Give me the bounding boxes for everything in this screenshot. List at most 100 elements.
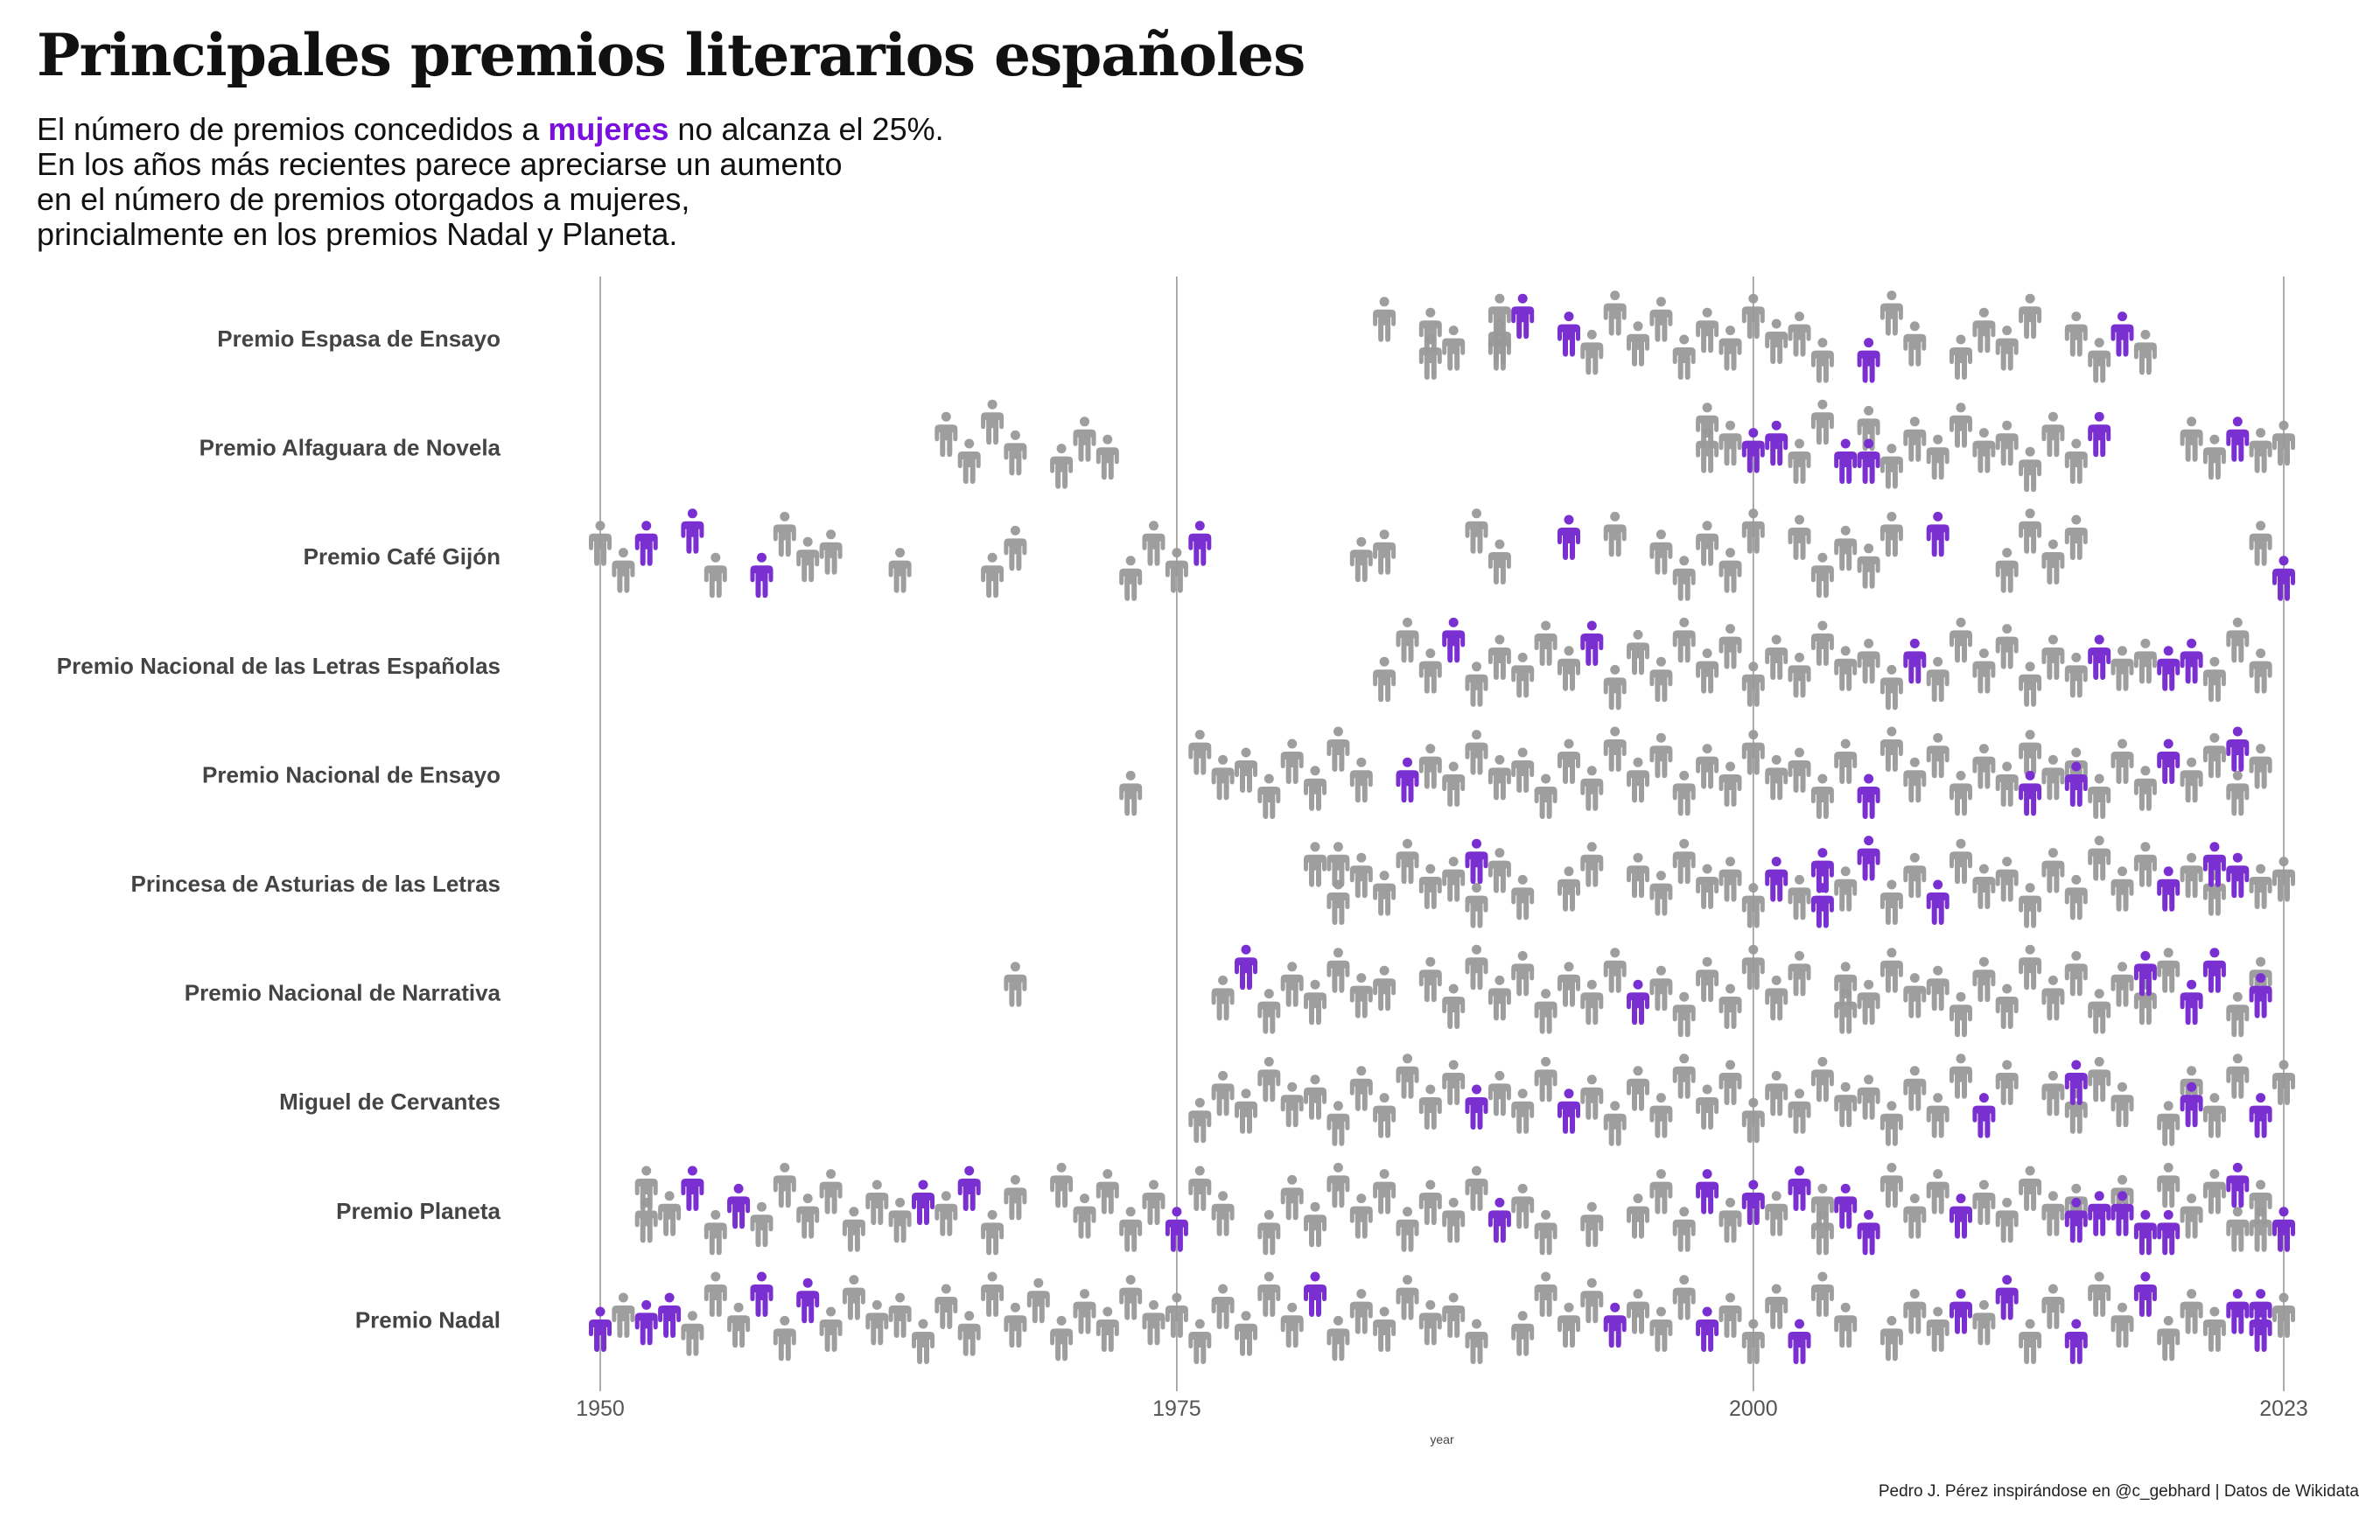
winner-male-icon	[1465, 730, 1488, 775]
winner-female-icon	[1857, 774, 1880, 819]
winner-male-icon	[2019, 293, 2042, 340]
winner-male-icon	[1142, 521, 1166, 566]
winner-male-icon	[1442, 984, 1466, 1029]
winner-male-icon	[1810, 774, 1834, 819]
winner-male-icon	[1672, 556, 1696, 601]
winner-male-icon	[1810, 1209, 1834, 1256]
winner-male-icon	[1004, 1174, 1027, 1221]
winner-male-icon	[1810, 1183, 1834, 1229]
winner-male-icon	[1004, 1302, 1027, 1348]
winner-male-icon	[1880, 1315, 1903, 1362]
winner-male-icon	[1603, 511, 1627, 557]
winner-male-icon	[1810, 399, 1834, 445]
winner-male-icon	[1326, 1315, 1350, 1362]
winner-male-icon	[1211, 975, 1235, 1021]
winner-male-icon	[1765, 754, 1788, 801]
winner-female-icon	[1558, 312, 1580, 357]
winner-male-icon	[796, 536, 820, 583]
winner-male-icon	[2041, 411, 2065, 458]
winner-male-icon	[1442, 1197, 1466, 1243]
winner-male-icon	[1257, 1056, 1281, 1102]
winner-male-icon	[2064, 438, 2088, 484]
row-label: Premio Nacional de Narrativa	[185, 980, 501, 1006]
winner-male-icon	[1995, 1197, 2019, 1243]
subtitle-line-4: princialmente en los premios Nadal y Pla…	[37, 216, 678, 252]
winner-male-icon	[1349, 1194, 1373, 1239]
winner-male-icon	[1718, 1197, 1742, 1243]
winner-male-icon	[1418, 864, 1442, 909]
winner-male-icon	[1627, 1066, 1649, 1111]
winner-male-icon	[1558, 646, 1580, 691]
winner-male-icon	[1511, 1183, 1535, 1229]
winner-female-icon	[1903, 638, 1927, 684]
winner-male-icon	[1465, 883, 1488, 928]
winner-male-icon	[1304, 766, 1326, 811]
winner-male-icon	[1950, 402, 1972, 448]
winner-female-icon	[2226, 726, 2250, 772]
winner-male-icon	[2133, 638, 2157, 684]
winner-male-icon	[1649, 965, 1673, 1012]
winner-male-icon	[1834, 1082, 1858, 1128]
winner-male-icon	[1304, 1201, 1326, 1248]
winner-female-icon	[1603, 1302, 1627, 1348]
winner-male-icon	[1880, 290, 1903, 336]
winner-male-icon	[1627, 629, 1649, 676]
winner-male-icon	[1349, 973, 1373, 1018]
winner-male-icon	[1211, 1284, 1235, 1329]
winner-female-icon	[750, 552, 774, 598]
winner-male-icon	[1580, 842, 1604, 887]
winner-male-icon	[1765, 318, 1788, 364]
winner-male-icon	[1649, 656, 1673, 703]
winner-male-icon	[2041, 1070, 2065, 1116]
winner-female-icon	[1488, 1197, 1511, 1243]
winner-male-icon	[1903, 1289, 1927, 1334]
winner-male-icon	[634, 1197, 658, 1243]
winner-male-icon	[658, 1191, 682, 1236]
winner-male-icon	[2019, 508, 2042, 554]
row-label: Princesa de Asturias de las Letras	[131, 871, 500, 897]
winner-male-icon	[1788, 1088, 1811, 1134]
subtitle-highlight-mujeres: mujeres	[548, 111, 669, 147]
winner-male-icon	[2019, 883, 2042, 928]
winner-male-icon	[1558, 866, 1580, 912]
winner-male-icon	[2226, 991, 2250, 1038]
winner-male-icon	[934, 411, 958, 458]
winner-male-icon	[1696, 428, 1719, 473]
winner-male-icon	[1396, 1054, 1419, 1099]
winner-male-icon	[2180, 416, 2203, 462]
winner-male-icon	[1096, 434, 1119, 480]
winner-male-icon	[912, 1319, 934, 1364]
winner-male-icon	[934, 1191, 958, 1236]
winner-male-icon	[1142, 1180, 1166, 1225]
winner-male-icon	[1026, 1278, 1050, 1324]
winner-female-icon	[2088, 1191, 2111, 1236]
winner-male-icon	[1488, 848, 1511, 893]
winner-male-icon	[1257, 989, 1281, 1034]
winner-male-icon	[1188, 1166, 1212, 1211]
winner-male-icon	[1188, 1319, 1212, 1364]
winner-female-icon	[1950, 1289, 1972, 1334]
winner-male-icon	[1465, 1319, 1488, 1364]
winner-male-icon	[1280, 962, 1304, 1007]
winner-male-icon	[2133, 329, 2157, 375]
winner-male-icon	[2110, 866, 2134, 912]
winner-female-icon	[1558, 1088, 1580, 1134]
winner-male-icon	[1580, 979, 1604, 1026]
winner-male-icon	[2180, 1194, 2203, 1239]
winner-male-icon	[1696, 648, 1719, 694]
winner-female-icon	[1857, 338, 1880, 383]
winner-male-icon	[2180, 852, 2203, 899]
winner-male-icon	[1580, 329, 1604, 375]
winner-male-icon	[1834, 738, 1858, 784]
winner-male-icon	[2019, 1319, 2042, 1364]
winner-male-icon	[2064, 950, 2088, 997]
winner-female-icon	[2157, 1209, 2180, 1256]
winner-male-icon	[1373, 656, 1396, 703]
winner-male-icon	[1788, 312, 1811, 357]
winner-female-icon	[658, 1292, 682, 1338]
winner-male-icon	[1418, 1299, 1442, 1346]
winner-male-icon	[1950, 334, 1972, 380]
winner-male-icon	[2110, 738, 2134, 784]
winner-male-icon	[1211, 1191, 1235, 1236]
winner-male-icon	[981, 1209, 1004, 1256]
